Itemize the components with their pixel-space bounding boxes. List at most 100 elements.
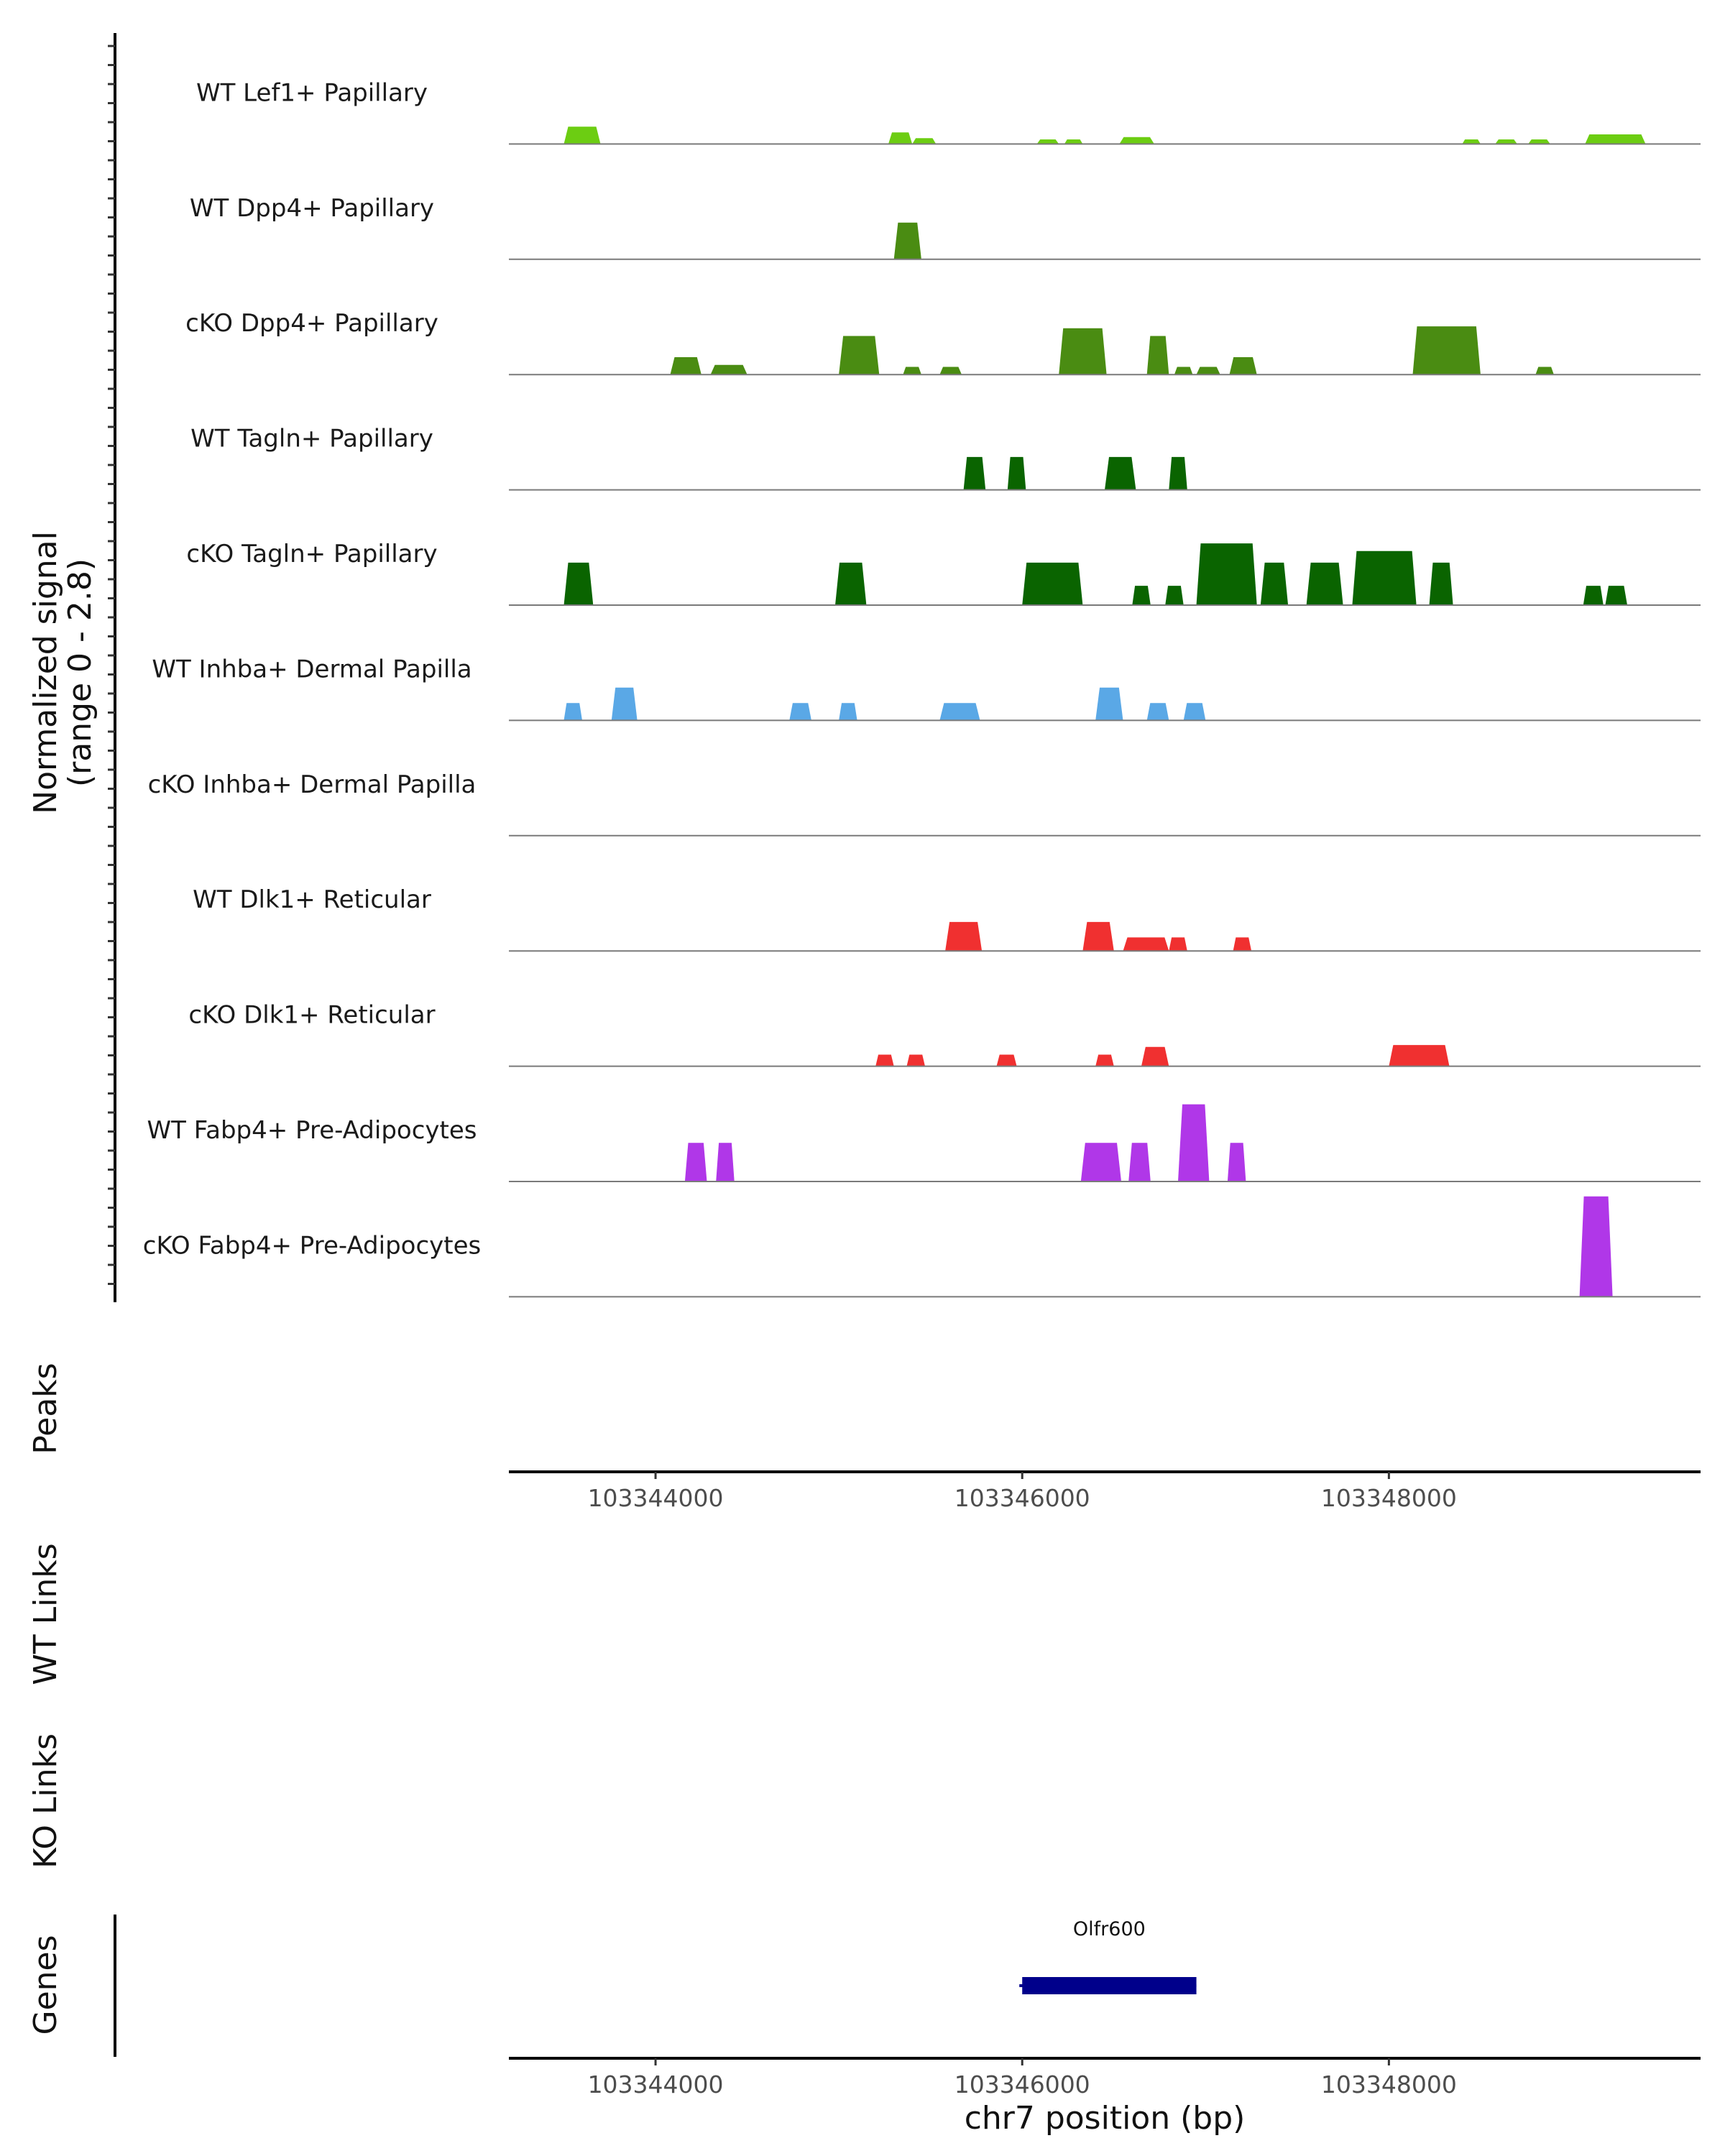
signal-peak bbox=[1528, 139, 1550, 144]
track-label: WT Dpp4+ Papillary bbox=[190, 194, 434, 223]
signal-peak bbox=[939, 703, 980, 721]
track: cKO Dpp4+ Papillary bbox=[185, 309, 1701, 376]
track: WT Dlk1+ Reticular bbox=[193, 885, 1701, 952]
signal-peak bbox=[1260, 562, 1289, 605]
track-label: WT Lef1+ Papillary bbox=[196, 78, 428, 107]
signal-peak bbox=[839, 703, 857, 721]
signal-peak bbox=[1196, 543, 1257, 605]
signal-peak bbox=[1196, 367, 1220, 375]
signal-peak bbox=[996, 1054, 1017, 1067]
signal-peak bbox=[1535, 367, 1554, 375]
track-label: WT Fabp4+ Pre-Adipocytes bbox=[147, 1116, 477, 1145]
x-axis-title: chr7 position (bp) bbox=[965, 2100, 1246, 2137]
track: WT Tagln+ Papillary bbox=[190, 425, 1701, 491]
signal-peak bbox=[564, 703, 582, 721]
signal-peak bbox=[1583, 586, 1604, 605]
ko-links-panel-label: KO Links bbox=[27, 1733, 64, 1869]
track: WT Inhba+ Dermal Papilla bbox=[152, 655, 1701, 722]
signal-peak bbox=[1174, 367, 1193, 375]
signal-peak bbox=[1165, 586, 1184, 605]
signal-peak bbox=[684, 1143, 707, 1181]
signal-peak bbox=[1585, 134, 1646, 144]
track-label: WT Dlk1+ Reticular bbox=[193, 885, 431, 914]
signal-peak bbox=[1022, 562, 1083, 605]
signal-peak bbox=[716, 1143, 735, 1181]
signal-peak bbox=[670, 357, 702, 375]
signal-peak bbox=[564, 126, 601, 144]
signal-peak bbox=[888, 132, 913, 144]
signal-peak bbox=[1059, 328, 1107, 375]
signal-peak bbox=[710, 364, 748, 375]
signal-peak bbox=[1169, 456, 1187, 490]
signal-peak bbox=[893, 222, 921, 259]
signal-peak bbox=[1095, 1054, 1114, 1067]
signal-peak bbox=[1605, 586, 1627, 605]
peaks-panel-label: Peaks bbox=[27, 1363, 64, 1454]
genes-panel-label: Genes bbox=[27, 1935, 64, 2035]
track-label: WT Tagln+ Papillary bbox=[190, 425, 433, 453]
x-tick-label: 103344000 bbox=[588, 2070, 724, 2099]
track-label: cKO Inhba+ Dermal Papilla bbox=[148, 770, 477, 799]
x-tick-label: 103346000 bbox=[954, 1484, 1090, 1512]
signal-peak bbox=[1579, 1196, 1613, 1297]
signal-peak bbox=[789, 703, 811, 721]
track-label: cKO Fabp4+ Pre-Adipocytes bbox=[143, 1231, 482, 1260]
signal-peak bbox=[1178, 1104, 1210, 1181]
signal-peak bbox=[1141, 1046, 1169, 1067]
signal-peak bbox=[1462, 139, 1481, 144]
x-tick-label: 103348000 bbox=[1321, 1484, 1457, 1512]
track: cKO Dlk1+ Reticular bbox=[188, 1001, 1701, 1067]
signal-peak bbox=[835, 562, 867, 605]
signal-peak bbox=[1352, 550, 1417, 605]
signal-peak bbox=[1169, 937, 1187, 952]
signal-peak bbox=[1412, 326, 1481, 375]
x-tick-label: 103344000 bbox=[588, 1484, 724, 1512]
signal-peak bbox=[1306, 562, 1343, 605]
track: WT Fabp4+ Pre-Adipocytes bbox=[147, 1104, 1701, 1182]
signal-peak bbox=[1495, 139, 1517, 144]
signal-peak bbox=[939, 367, 962, 375]
coverage-y-ticks bbox=[108, 45, 115, 1285]
signal-peak bbox=[1064, 139, 1083, 144]
track-label: WT Inhba+ Dermal Papilla bbox=[152, 655, 472, 683]
signal-peak bbox=[1123, 937, 1169, 952]
signal-peak bbox=[1146, 336, 1169, 375]
signal-peak bbox=[963, 456, 986, 490]
signal-peak bbox=[1183, 703, 1206, 721]
track-label: cKO Dpp4+ Papillary bbox=[185, 309, 438, 338]
signal-peak bbox=[1128, 1143, 1151, 1181]
signal-peak bbox=[1227, 1143, 1246, 1181]
signal-peak bbox=[1132, 586, 1151, 605]
peaks-x-ticks: 103344000 103346000 103348000 bbox=[588, 1472, 1457, 1512]
signal-peak bbox=[1082, 921, 1114, 952]
track-label: cKO Dlk1+ Reticular bbox=[188, 1001, 435, 1030]
signal-peak bbox=[1095, 687, 1123, 721]
signal-peak bbox=[1036, 139, 1059, 144]
signal-peak bbox=[1389, 1045, 1450, 1067]
x-tick-label: 103346000 bbox=[954, 2070, 1090, 2099]
track: WT Lef1+ Papillary bbox=[196, 78, 1701, 145]
genes-x-ticks: 103344000 103346000 103348000 bbox=[588, 2058, 1457, 2099]
signal-peak bbox=[903, 367, 921, 375]
signal-peak bbox=[1146, 703, 1169, 721]
y-axis-range: (range 0 - 2.8) bbox=[62, 558, 98, 787]
signal-peak bbox=[1080, 1143, 1121, 1181]
signal-peak bbox=[611, 687, 638, 721]
track: cKO Fabp4+ Pre-Adipocytes bbox=[143, 1196, 1701, 1298]
signal-peak bbox=[912, 138, 937, 144]
track: cKO Tagln+ Papillary bbox=[186, 540, 1701, 606]
signal-peak bbox=[564, 562, 594, 605]
signal-peak bbox=[945, 921, 983, 952]
track-label: cKO Tagln+ Papillary bbox=[186, 540, 437, 568]
signal-peak bbox=[1119, 137, 1154, 144]
y-axis-title: Normalized signal bbox=[27, 531, 64, 814]
signal-peak bbox=[1007, 456, 1026, 490]
signal-peak bbox=[906, 1054, 925, 1067]
track: WT Dpp4+ Papillary bbox=[190, 194, 1701, 260]
signal-peak bbox=[875, 1054, 894, 1067]
gene-track: Olfr600 bbox=[1019, 1918, 1197, 1994]
coverage-tracks: WT Lef1+ Papillary WT Dpp4+ Papillary cKO … bbox=[143, 78, 1701, 1298]
signal-peak bbox=[1105, 456, 1136, 490]
signal-peak bbox=[1229, 357, 1257, 375]
